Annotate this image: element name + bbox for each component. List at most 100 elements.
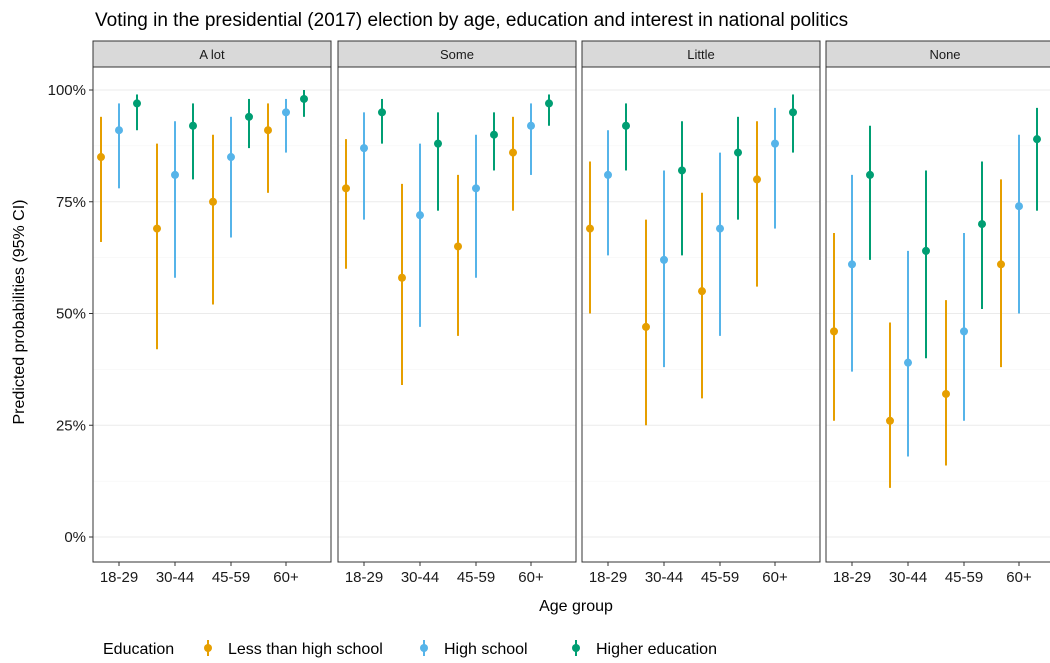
panel-a-lot: A lot 18-29 30-44 45-59 60+ bbox=[92, 40, 332, 586]
data-point bbox=[97, 153, 105, 162]
data-point bbox=[586, 224, 594, 233]
x-tick-label: 45-59 bbox=[701, 569, 739, 586]
data-point bbox=[1015, 202, 1023, 211]
x-tick-label: 18-29 bbox=[345, 569, 383, 586]
data-point bbox=[472, 184, 480, 193]
legend-label: High school bbox=[444, 641, 528, 658]
data-point bbox=[660, 255, 668, 264]
data-point bbox=[264, 126, 272, 135]
y-axis: 0% 25% 50% 75% 100% bbox=[48, 82, 93, 546]
data-point bbox=[789, 108, 797, 117]
y-tick-label: 0% bbox=[64, 529, 86, 546]
data-point bbox=[245, 112, 253, 121]
data-point bbox=[642, 322, 650, 331]
facet-label: None bbox=[929, 47, 960, 62]
legend-label: Less than high school bbox=[228, 641, 383, 658]
data-point bbox=[904, 358, 912, 367]
data-point bbox=[698, 287, 706, 296]
x-tick-label: 60+ bbox=[1006, 569, 1032, 586]
data-point bbox=[434, 139, 442, 148]
facet-label: Some bbox=[440, 47, 474, 62]
x-tick-label: 30-44 bbox=[156, 569, 194, 586]
y-tick-label: 75% bbox=[56, 194, 86, 211]
legend-key-point bbox=[204, 644, 212, 652]
legend: Education Less than high school High scho… bbox=[103, 640, 717, 658]
x-tick-label: 60+ bbox=[518, 569, 544, 586]
data-point bbox=[490, 130, 498, 139]
x-tick-label: 45-59 bbox=[457, 569, 495, 586]
data-point bbox=[115, 126, 123, 135]
facet-label: A lot bbox=[199, 47, 225, 62]
legend-item-higher-education: Higher education bbox=[572, 640, 717, 658]
data-point bbox=[133, 99, 141, 108]
data-point bbox=[527, 121, 535, 130]
legend-item-less-than-high-school: Less than high school bbox=[204, 640, 383, 658]
data-point bbox=[454, 242, 462, 251]
data-point bbox=[509, 148, 517, 157]
data-point bbox=[848, 260, 856, 269]
data-point bbox=[342, 184, 350, 193]
x-tick-label: 18-29 bbox=[833, 569, 871, 586]
facet-label: Little bbox=[687, 47, 714, 62]
data-point bbox=[604, 170, 612, 179]
x-tick-label: 45-59 bbox=[212, 569, 250, 586]
panel-none: None 18-29 30-44 45-59 60+ bbox=[825, 40, 1050, 586]
x-axis-title: Age group bbox=[539, 598, 613, 615]
data-point bbox=[678, 166, 686, 175]
facet-strip bbox=[825, 40, 1050, 68]
facet-strip bbox=[337, 40, 577, 68]
legend-label: Higher education bbox=[596, 641, 717, 658]
data-point bbox=[942, 389, 950, 398]
x-tick-label: 60+ bbox=[273, 569, 299, 586]
data-point bbox=[734, 148, 742, 157]
facet-strip bbox=[581, 40, 821, 68]
data-point bbox=[922, 246, 930, 255]
panel-border bbox=[825, 66, 1050, 563]
data-point bbox=[398, 273, 406, 282]
facet-strip bbox=[92, 40, 332, 68]
data-point bbox=[622, 121, 630, 130]
data-point bbox=[360, 144, 368, 153]
x-tick-label: 60+ bbox=[762, 569, 788, 586]
data-point bbox=[753, 175, 761, 184]
data-point bbox=[545, 99, 553, 108]
data-point bbox=[171, 170, 179, 179]
data-point bbox=[416, 211, 424, 220]
data-point bbox=[189, 121, 197, 130]
legend-key-point bbox=[572, 644, 580, 652]
data-point bbox=[716, 224, 724, 233]
data-point bbox=[209, 197, 217, 206]
data-point bbox=[378, 108, 386, 117]
legend-title: Education bbox=[103, 641, 174, 658]
data-point bbox=[300, 94, 308, 103]
data-point bbox=[227, 153, 235, 162]
y-tick-label: 50% bbox=[56, 306, 86, 323]
x-tick-label: 30-44 bbox=[401, 569, 439, 586]
x-tick-label: 18-29 bbox=[100, 569, 138, 586]
data-point bbox=[1033, 135, 1041, 144]
y-tick-label: 100% bbox=[48, 82, 86, 99]
data-point bbox=[866, 170, 874, 179]
chart-title: Voting in the presidential (2017) electi… bbox=[95, 10, 848, 31]
panel-border bbox=[92, 66, 332, 563]
legend-key-point bbox=[420, 644, 428, 652]
panel-border bbox=[337, 66, 577, 563]
y-tick-label: 25% bbox=[56, 417, 86, 434]
legend-item-high-school: High school bbox=[420, 640, 528, 658]
x-tick-label: 18-29 bbox=[589, 569, 627, 586]
data-point bbox=[771, 139, 779, 148]
panel-little: Little 18-29 30-44 45-59 60+ bbox=[581, 40, 821, 586]
x-tick-label: 30-44 bbox=[889, 569, 927, 586]
panels-layer: A lot 18-29 30-44 45-59 60+ Some 18-29 30-44 45-… bbox=[92, 40, 1050, 586]
data-point bbox=[886, 416, 894, 425]
data-point bbox=[830, 327, 838, 336]
data-point bbox=[997, 260, 1005, 269]
data-point bbox=[960, 327, 968, 336]
data-point bbox=[282, 108, 290, 117]
panel-border bbox=[581, 66, 821, 563]
x-tick-label: 30-44 bbox=[645, 569, 683, 586]
panel-some: Some 18-29 30-44 45-59 60+ bbox=[337, 40, 577, 586]
data-point bbox=[153, 224, 161, 233]
x-tick-label: 45-59 bbox=[945, 569, 983, 586]
